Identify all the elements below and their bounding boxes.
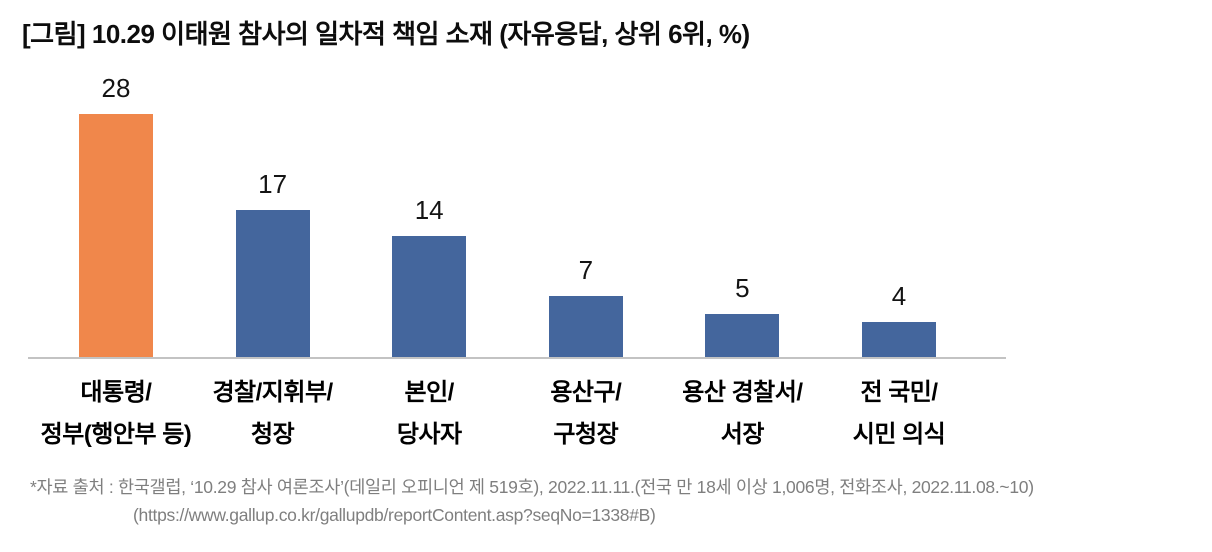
plot-area: 28 17 14 7 5 4 [28, 69, 1006, 357]
source-note-line1: *자료 출처 : 한국갤럽, ‘10.29 참사 여론조사’(데일리 오피니언 … [30, 477, 1034, 497]
bar-value-label: 28 [101, 73, 131, 103]
bar-value-label: 4 [891, 281, 907, 311]
bar [548, 296, 623, 357]
x-axis-line [28, 357, 1006, 359]
bar [705, 314, 780, 357]
bar-value-label: 14 [414, 195, 444, 225]
bar [79, 114, 153, 357]
bar [862, 322, 936, 357]
bar [392, 236, 467, 357]
category-label: 용산 경찰서/ 서장 [682, 379, 803, 448]
bar [235, 210, 310, 357]
category-label: 전 국민/ 시민 의식 [852, 379, 946, 448]
category-label: 대통령/ 정부(행안부 등) [40, 379, 192, 448]
source-note-line2: (https://www.gallup.co.kr/gallupdb/repor… [133, 505, 656, 525]
bar-value-label: 7 [578, 255, 594, 285]
chart-title: [그림] 10.29 이태원 참사의 일차적 책임 소재 (자유응답, 상위 6… [22, 19, 750, 49]
category-label: 본인/ 당사자 [396, 379, 462, 448]
bar-value-label: 5 [735, 273, 750, 303]
category-label: 경찰/지휘부/ 청장 [212, 379, 333, 448]
category-label: 용산구/ 구청장 [550, 379, 622, 448]
bar-value-label: 17 [258, 169, 288, 199]
